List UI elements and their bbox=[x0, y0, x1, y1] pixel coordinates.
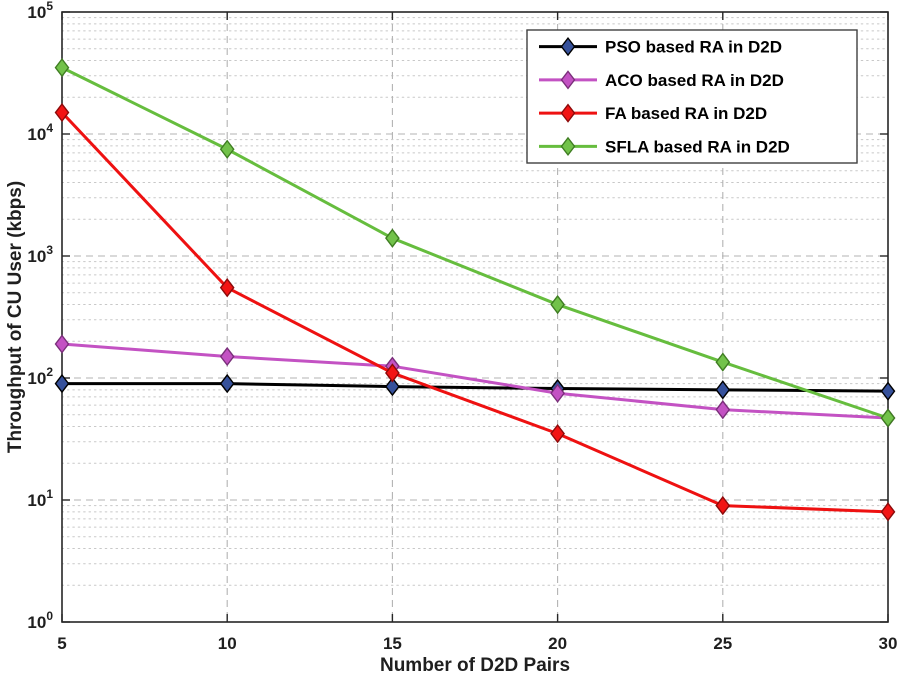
legend-marker-pso bbox=[560, 36, 576, 57]
x-tick-label: 25 bbox=[713, 634, 732, 653]
series bbox=[54, 57, 896, 522]
legend-entry-aco: ACO based RA in D2D bbox=[539, 70, 784, 90]
marker-aco bbox=[219, 346, 235, 367]
marker-sfla bbox=[880, 408, 896, 428]
x-tick-label: 5 bbox=[57, 634, 66, 653]
marker-pso bbox=[219, 373, 235, 394]
y-tick-label: 100 bbox=[27, 609, 53, 632]
marker-sfla bbox=[550, 294, 565, 315]
legend-entry-fa: FA based RA in D2D bbox=[539, 103, 767, 123]
legend: PSO based RA in D2D ACO based RA in D2D FA… bbox=[526, 29, 858, 164]
marker-fa bbox=[54, 102, 70, 123]
x-tick-label: 15 bbox=[383, 634, 402, 653]
marker-fa bbox=[550, 423, 565, 444]
legend-box bbox=[526, 29, 858, 164]
y-axis-label: Throughput of CU User (kbps) bbox=[5, 181, 26, 453]
legend-marker-fa bbox=[560, 103, 576, 123]
series-line-fa bbox=[60, 111, 889, 514]
marker-pso bbox=[715, 380, 731, 400]
marker-sfla bbox=[54, 57, 70, 78]
y-tick-label: 105 bbox=[27, 0, 53, 22]
chart-generated-content: 5 10 15 20 25 30 100 101 102 103 104 105 PSO based R… bbox=[27, 0, 897, 653]
series-line-aco bbox=[61, 342, 889, 420]
marker-pso bbox=[385, 376, 400, 397]
axes-box bbox=[61, 11, 889, 623]
x-tick-label: 10 bbox=[218, 634, 237, 653]
y-tick-label: 103 bbox=[27, 243, 53, 266]
marker-aco bbox=[550, 383, 565, 403]
legend-label-aco: ACO based RA in D2D bbox=[605, 71, 784, 90]
series-line-sfla bbox=[61, 66, 889, 420]
marker-fa bbox=[715, 495, 731, 516]
legend-label-pso: PSO based RA in D2D bbox=[605, 38, 782, 57]
legend-entry-pso: PSO based RA in D2D bbox=[539, 36, 782, 57]
marker-sfla bbox=[385, 228, 400, 248]
marker-aco bbox=[715, 400, 731, 420]
y-tick-labels: 100 101 102 103 104 105 bbox=[27, 0, 53, 632]
marker-aco bbox=[54, 334, 70, 354]
marker-sfla bbox=[219, 139, 235, 159]
legend-label-fa: FA based RA in D2D bbox=[605, 104, 767, 123]
marker-pso bbox=[54, 373, 70, 394]
axis-ticks bbox=[61, 11, 889, 623]
x-tick-label: 20 bbox=[548, 634, 567, 653]
x-tick-label: 30 bbox=[879, 634, 898, 653]
marker-fa bbox=[385, 363, 400, 383]
y-tick-label: 101 bbox=[27, 487, 53, 510]
legend-entry-sfla: SFLA based RA in D2D bbox=[539, 136, 790, 157]
legend-marker-aco bbox=[560, 70, 576, 90]
x-axis-label: Number of D2D Pairs bbox=[380, 655, 570, 676]
legend-label-sfla: SFLA based RA in D2D bbox=[605, 137, 790, 156]
marker-fa bbox=[880, 502, 896, 522]
series-line-pso bbox=[62, 382, 889, 393]
legend-marker-sfla bbox=[560, 136, 576, 157]
marker-pso bbox=[880, 381, 896, 401]
marker-fa bbox=[219, 278, 235, 298]
x-tick-labels: 5 10 15 20 25 30 bbox=[57, 634, 897, 653]
y-tick-label: 104 bbox=[27, 121, 53, 144]
marker-sfla bbox=[715, 352, 731, 372]
y-tick-label: 102 bbox=[27, 365, 53, 388]
